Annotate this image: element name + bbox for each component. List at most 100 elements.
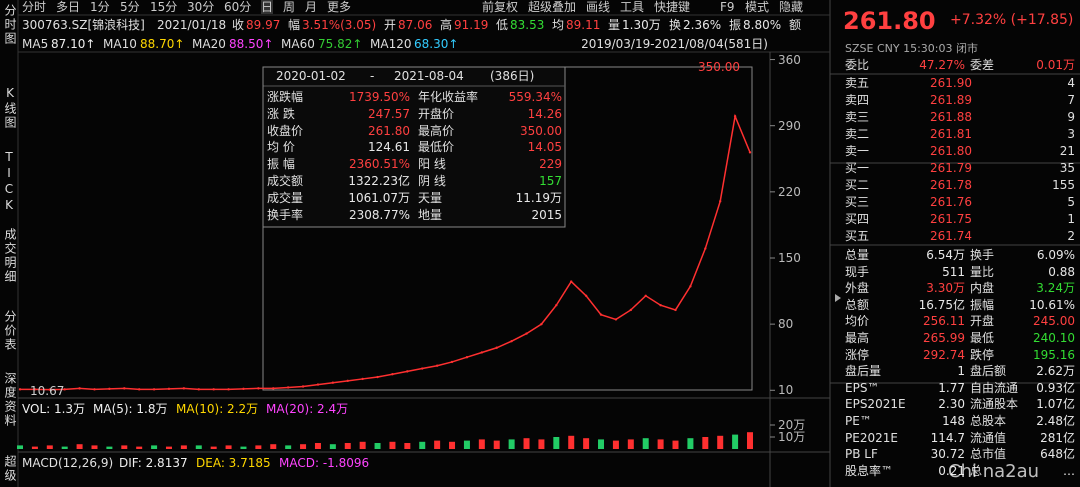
toolbar-tab[interactable]: 15分: [150, 0, 178, 14]
toolbar-button[interactable]: 快捷键: [654, 0, 691, 14]
book-price: 261.89: [930, 93, 972, 107]
side-tab[interactable]: TICK: [2, 150, 16, 214]
stat-value: 1322.23亿: [348, 174, 410, 188]
quote-value: 8.80%: [743, 18, 782, 32]
toolbar-tab[interactable]: 分时: [22, 0, 47, 14]
toolbar-button[interactable]: F9: [720, 0, 735, 14]
stat-value: 114.7: [930, 430, 965, 445]
price-point: [48, 388, 51, 391]
stat-label: 最高价: [418, 123, 455, 138]
price-point: [242, 387, 245, 391]
stat-value: 281亿: [1040, 430, 1075, 445]
volume-bar: [61, 446, 68, 449]
volume-bar: [702, 437, 709, 449]
stat-label: 开盘: [970, 314, 995, 329]
stat-label: 外盘: [845, 281, 870, 296]
stat-label: 地量: [418, 207, 443, 222]
price-point: [197, 388, 200, 391]
toolbar-tab[interactable]: 多日: [56, 0, 81, 14]
price-point: [495, 346, 498, 349]
ma-value: 88.50↑: [229, 37, 274, 51]
quote-value: 89.11: [566, 18, 601, 32]
volume-bar: [314, 443, 321, 449]
price-point: [182, 387, 186, 390]
volume-bar: [434, 440, 441, 449]
stat-label: 总量: [845, 248, 870, 262]
ratio-value: 0.01万: [1036, 58, 1075, 72]
toolbar-tab[interactable]: 30分: [187, 0, 215, 14]
price-point: [346, 379, 349, 383]
toolbar-button[interactable]: 超级叠加: [528, 0, 577, 14]
price-line: [20, 113, 751, 391]
stat-label: 年化收益率: [418, 90, 479, 104]
stat-value: 229: [539, 157, 562, 172]
stat-value: 1.07亿: [1036, 397, 1075, 412]
price-point: [510, 339, 513, 343]
volume-bar: [672, 440, 679, 449]
book-price: 261.80: [930, 144, 972, 158]
stat-value: 3.30万: [926, 281, 965, 296]
stat-value: 350.00: [520, 123, 562, 138]
stat-label: 盘后量: [845, 364, 882, 379]
side-tab[interactable]: 分时图: [3, 4, 17, 46]
side-tab[interactable]: 超级: [3, 455, 17, 483]
stat-label: EPS2021E: [845, 397, 906, 412]
end-date: 2021-08-04: [394, 69, 464, 83]
volume-bar: [747, 432, 753, 449]
high-annotation: 350.00: [698, 60, 740, 74]
side-tab[interactable]: K线图: [3, 86, 17, 130]
book-price: 261.75: [930, 212, 972, 226]
price-point: [212, 388, 215, 391]
price-point: [331, 381, 335, 384]
side-tab[interactable]: 成交明细: [3, 228, 17, 284]
book-volume: 3: [1067, 127, 1075, 141]
book-label: 买三: [845, 195, 870, 209]
toolbar-tab[interactable]: 更多: [327, 0, 352, 14]
book-label: 买一: [845, 161, 870, 175]
price-point: [63, 388, 66, 391]
side-tab[interactable]: 分价表: [3, 310, 17, 352]
macd-label: MACD: -1.8096: [279, 456, 370, 470]
volume-bar: [732, 434, 739, 449]
toolbar-tab[interactable]: 月: [305, 0, 318, 14]
ma-label: MA20: [192, 37, 226, 51]
date: 2021/01/18: [157, 18, 227, 32]
toolbar-button[interactable]: 模式: [745, 0, 770, 14]
stat-label: 天量: [418, 190, 443, 205]
price-point: [108, 387, 111, 391]
watermark: Chi na2au: [948, 461, 1040, 482]
stat-value: 511: [942, 264, 965, 279]
toolbar-button[interactable]: 隐藏: [779, 0, 804, 14]
toolbar-tab[interactable]: 5分: [120, 0, 140, 14]
toolbar-tab[interactable]: 1分: [90, 0, 110, 14]
toolbar-tab[interactable]: 60分: [224, 0, 252, 14]
toolbar-button[interactable]: 前复权: [482, 0, 519, 14]
book-volume: 9: [1067, 110, 1075, 124]
stat-value: …: [1063, 463, 1075, 478]
expand-arrow[interactable]: [835, 294, 841, 302]
toolbar-button[interactable]: 画线: [586, 0, 611, 14]
stat-label: 最低: [970, 331, 995, 345]
volume-bar: [151, 445, 158, 449]
toolbar-tab[interactable]: 周: [283, 0, 296, 14]
volume-bar: [583, 438, 590, 449]
stat-value: 1061.07万: [348, 190, 410, 205]
side-tab[interactable]: 深度资料: [3, 372, 17, 428]
stat-label: 股息率™: [845, 463, 894, 478]
range-frame: [262, 66, 753, 391]
price-point: [257, 387, 260, 390]
stats-box: [262, 66, 566, 228]
price-point: [629, 308, 633, 312]
volume-bar: [374, 443, 381, 449]
stat-label: 总股本: [970, 414, 1007, 428]
book-price: 261.78: [930, 178, 972, 192]
book-label: 卖五: [845, 76, 870, 90]
book-label: 卖四: [845, 93, 870, 107]
toolbar-button[interactable]: 工具: [620, 0, 645, 14]
price-point: [316, 383, 320, 386]
volume-bar: [553, 437, 560, 449]
toolbar-tab[interactable]: 日: [261, 0, 274, 14]
price-point: [421, 367, 424, 370]
y-tick-label: 20万: [778, 418, 806, 432]
y-tick-label: 290: [778, 118, 801, 133]
